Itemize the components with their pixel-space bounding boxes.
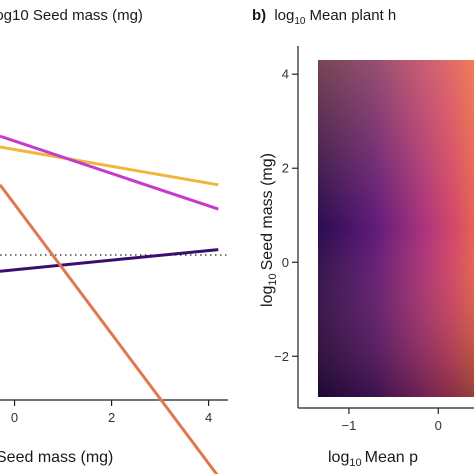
- panel-b-y-tick-label-1: 2: [282, 161, 289, 176]
- panel-b-y-ticks: 4 2 0 −2: [274, 67, 298, 364]
- series-line-1: [0, 248, 219, 273]
- panel-b-title-sub: 10: [294, 16, 306, 27]
- series-line-2: [0, 145, 219, 187]
- panel-a-title: log10 Seed mass (mg): [0, 7, 143, 24]
- panel-b-y-label: log10 Seed mass (mg): [259, 153, 279, 307]
- panel-b-x-label-rest: Mean p: [365, 449, 418, 466]
- heatmap-overlay: [318, 60, 474, 397]
- panel-a-series-group: [0, 134, 219, 474]
- series-line-3: [0, 134, 219, 211]
- panel-a-x-tick-label-0: 0: [11, 410, 18, 425]
- panel-b-y-tick-label-2: 0: [282, 255, 289, 270]
- panel-b-y-label-sub: 10: [267, 273, 279, 285]
- panel-b-title-rest: Mean plant h: [310, 7, 397, 24]
- panel-b-x-tick-label-1: 0: [435, 418, 442, 433]
- panel-b-title-log: log: [274, 7, 294, 24]
- panel-b-x-label: log10 Mean p: [328, 449, 418, 469]
- panel-b-x-label-sub: 10: [349, 457, 361, 469]
- panel-b-x-ticks: −1 0: [342, 408, 442, 433]
- panel-b-y-label-log: log: [259, 286, 276, 307]
- panel-b-title: b) log10 Mean plant h: [252, 7, 396, 27]
- panel-b-x-label-log: log: [328, 449, 349, 466]
- series-line-4: [0, 183, 219, 474]
- panel-a-x-tick-label-2: 4: [205, 410, 212, 425]
- panel-a-x-tick-label-1: 2: [108, 410, 115, 425]
- panel-b-y-label-rest: Seed mass (mg): [259, 153, 276, 270]
- panel-a-x-label: Seed mass (mg): [0, 449, 113, 466]
- panel-b-x-tick-label-0: −1: [342, 418, 357, 433]
- panel-b-y-tick-label-3: −2: [274, 349, 289, 364]
- panel-b-y-tick-label-0: 4: [282, 67, 289, 82]
- panel-b-title-letter: b): [252, 7, 266, 24]
- panel-a-x-ticks: 0 2 4: [11, 400, 212, 425]
